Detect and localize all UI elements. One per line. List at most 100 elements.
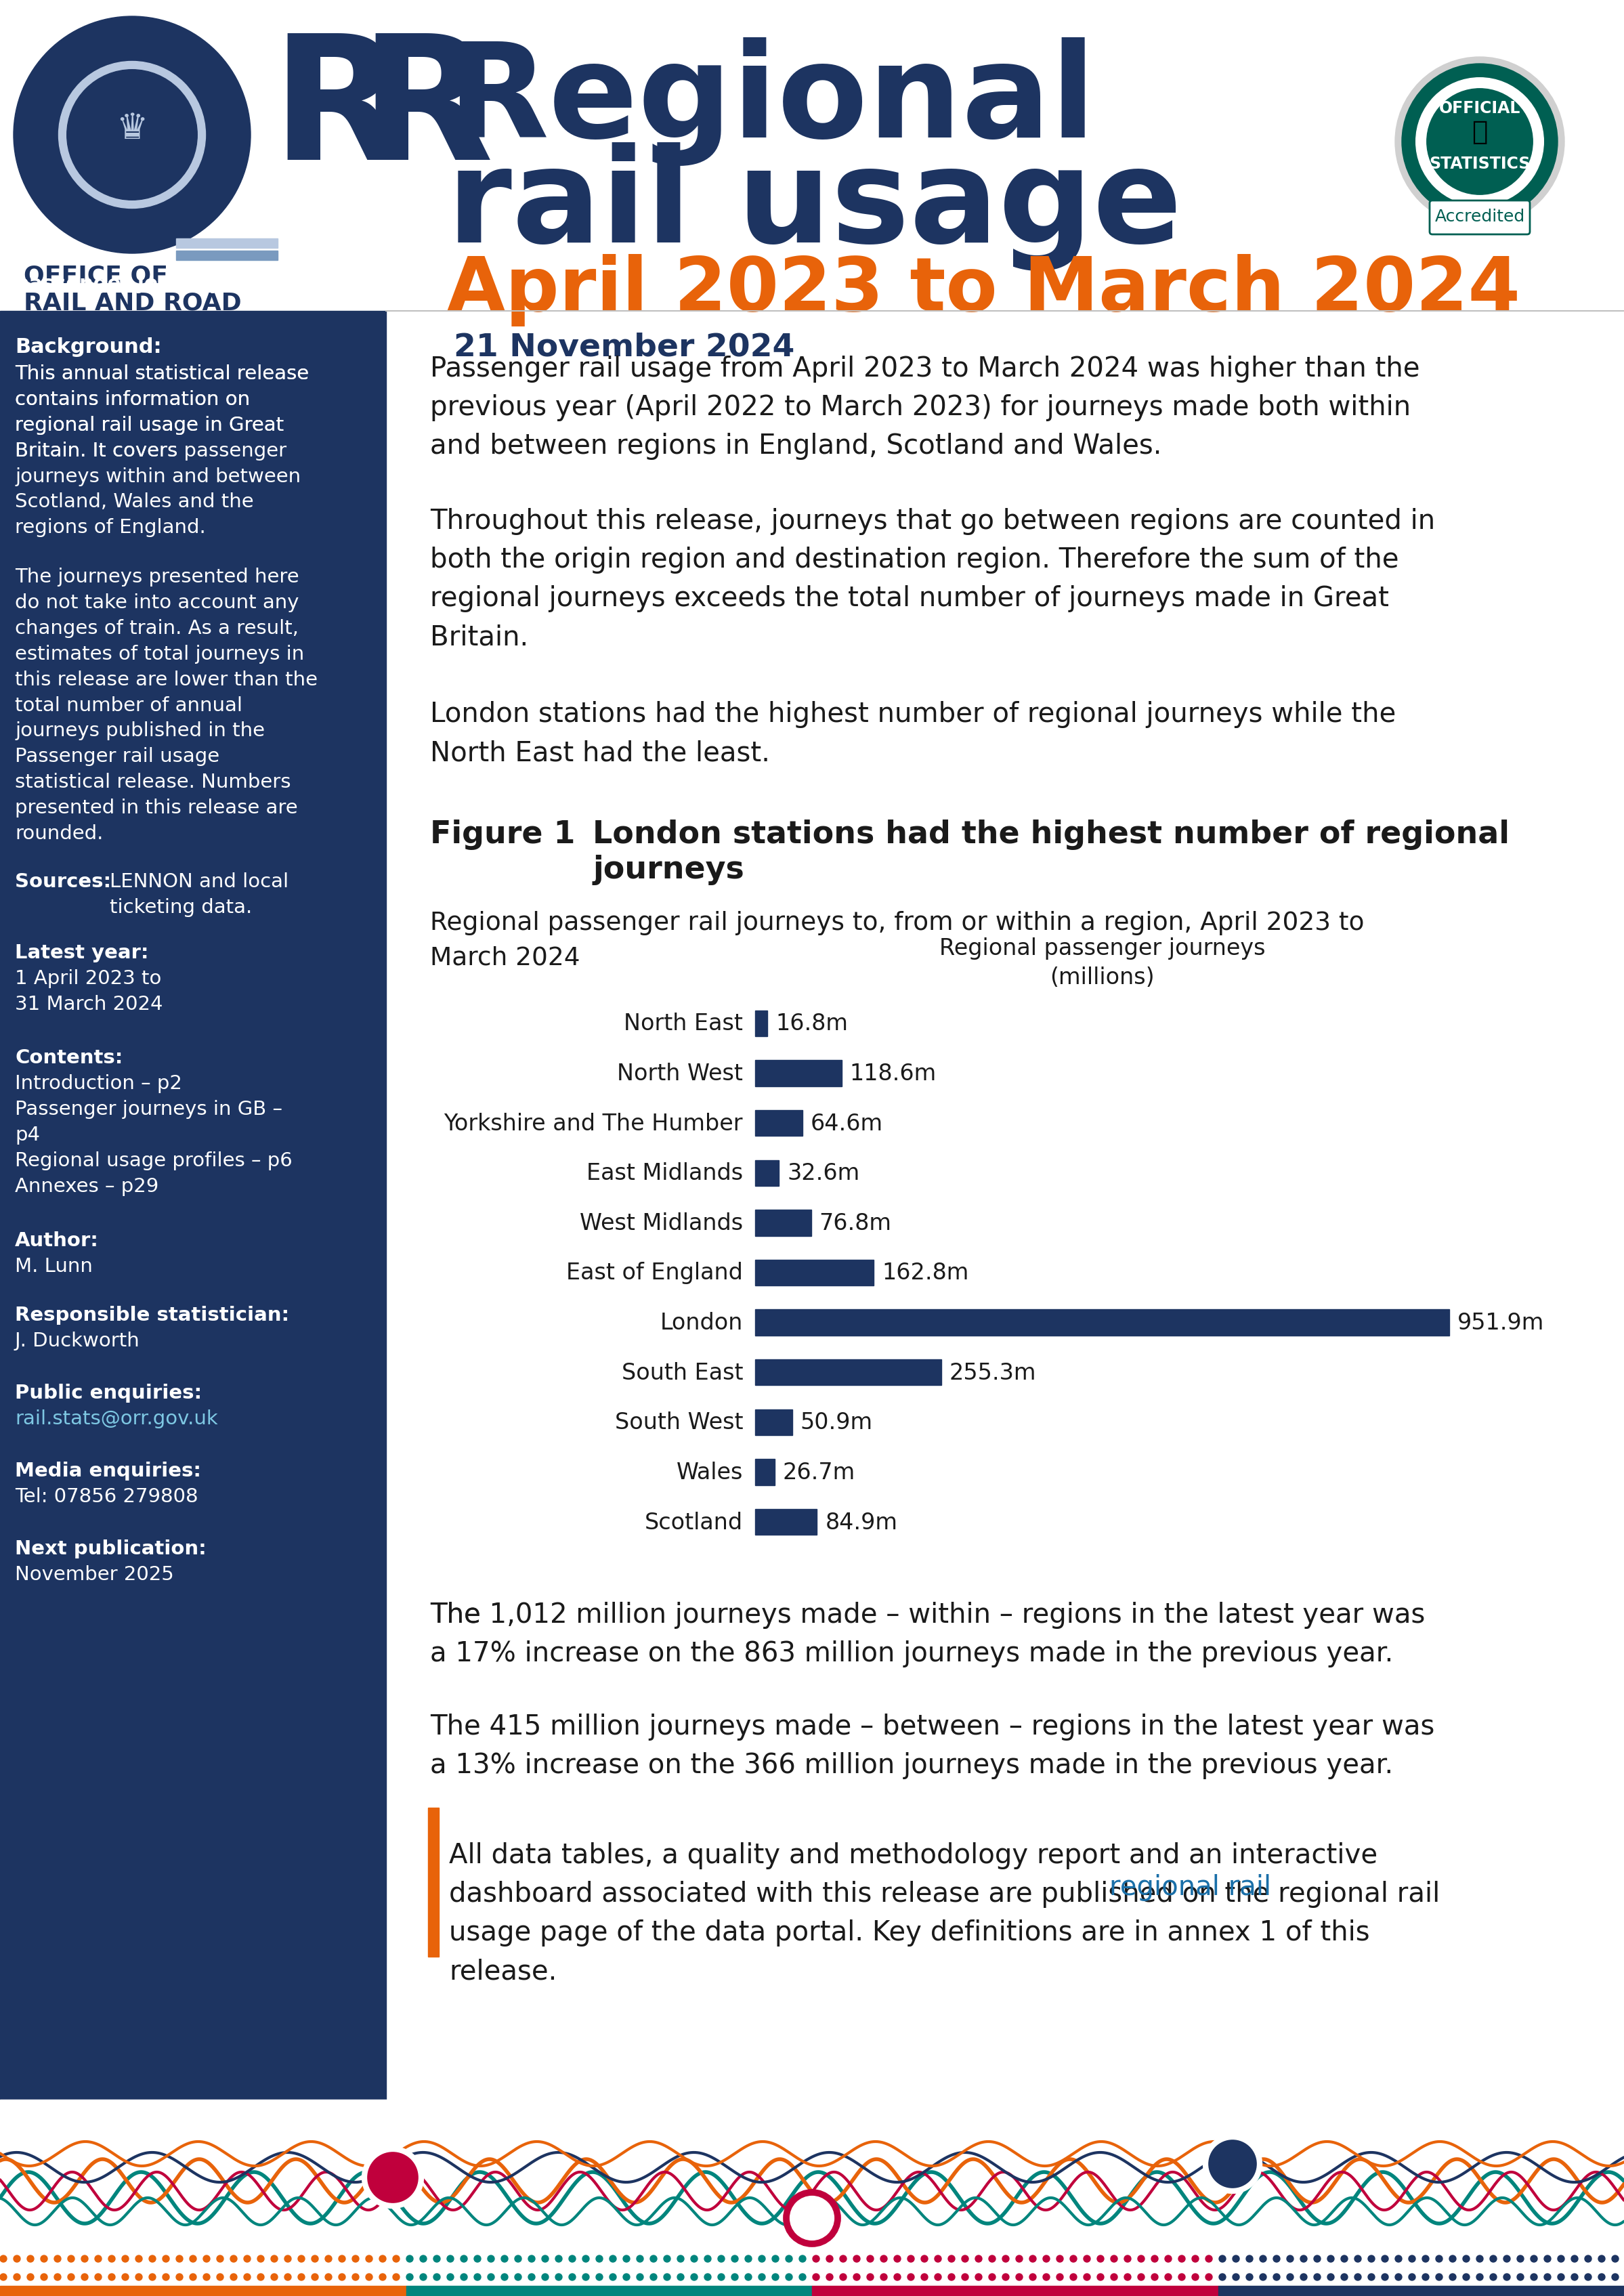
- Bar: [755, 1210, 810, 1235]
- Circle shape: [1164, 2255, 1171, 2262]
- Circle shape: [380, 2255, 387, 2262]
- Circle shape: [0, 2273, 6, 2280]
- Text: South East: South East: [622, 1362, 742, 1384]
- Circle shape: [1273, 2273, 1280, 2280]
- Circle shape: [1138, 2255, 1145, 2262]
- Circle shape: [434, 2255, 440, 2262]
- Circle shape: [1124, 2273, 1130, 2280]
- Text: 76.8m: 76.8m: [818, 1212, 892, 1235]
- Circle shape: [216, 2273, 224, 2280]
- Text: rail.stats@orr.gov.uk: rail.stats@orr.gov.uk: [15, 1410, 218, 1428]
- Circle shape: [771, 2273, 780, 2280]
- Text: November 2025: November 2025: [15, 1566, 174, 1584]
- Circle shape: [502, 2255, 508, 2262]
- Circle shape: [175, 2255, 184, 2262]
- Circle shape: [162, 2273, 169, 2280]
- Circle shape: [786, 2193, 838, 2243]
- Circle shape: [1030, 2255, 1036, 2262]
- Circle shape: [1416, 78, 1544, 207]
- Circle shape: [745, 2273, 752, 2280]
- Circle shape: [1192, 2255, 1199, 2262]
- Circle shape: [339, 2255, 346, 2262]
- Text: RAIL AND ROAD: RAIL AND ROAD: [24, 292, 242, 315]
- Circle shape: [421, 2273, 427, 2280]
- Circle shape: [555, 2255, 562, 2262]
- Circle shape: [461, 2273, 468, 2280]
- Circle shape: [624, 2273, 630, 2280]
- Circle shape: [1517, 2255, 1523, 2262]
- Circle shape: [68, 2255, 75, 2262]
- Circle shape: [1436, 2273, 1442, 2280]
- Circle shape: [364, 2149, 421, 2206]
- Circle shape: [312, 2255, 318, 2262]
- Circle shape: [568, 2273, 575, 2280]
- Circle shape: [948, 2273, 955, 2280]
- Circle shape: [1354, 2273, 1361, 2280]
- Text: West Midlands: West Midlands: [580, 1212, 742, 1235]
- Text: M. Lunn: M. Lunn: [15, 1256, 93, 1277]
- Circle shape: [1463, 2273, 1470, 2280]
- Circle shape: [1138, 2273, 1145, 2280]
- Circle shape: [1205, 2255, 1212, 2262]
- Text: Passenger rail usage from April 2023 to March 2024 was higher than the
previous : Passenger rail usage from April 2023 to …: [430, 356, 1419, 459]
- Circle shape: [1570, 2273, 1579, 2280]
- Text: Regional passenger journeys
(millions): Regional passenger journeys (millions): [939, 937, 1265, 990]
- Circle shape: [421, 2255, 427, 2262]
- Circle shape: [1179, 2273, 1186, 2280]
- Circle shape: [1570, 2255, 1579, 2262]
- Bar: [755, 1508, 817, 1536]
- Circle shape: [771, 2255, 780, 2262]
- Circle shape: [1427, 90, 1533, 195]
- Circle shape: [867, 2273, 874, 2280]
- Circle shape: [840, 2255, 846, 2262]
- Circle shape: [13, 2273, 21, 2280]
- Text: 1 April 2023 to
31 March 2024: 1 April 2023 to 31 March 2024: [15, 969, 162, 1013]
- Circle shape: [1504, 2255, 1510, 2262]
- Circle shape: [54, 2273, 62, 2280]
- Circle shape: [41, 2255, 47, 2262]
- Circle shape: [1273, 2255, 1280, 2262]
- Circle shape: [718, 2273, 724, 2280]
- Circle shape: [1544, 2255, 1551, 2262]
- Circle shape: [853, 2273, 861, 2280]
- Circle shape: [1002, 2273, 1009, 2280]
- Circle shape: [705, 2273, 711, 2280]
- Bar: [406, 2287, 812, 2296]
- Circle shape: [1408, 2255, 1416, 2262]
- Text: 32.6m: 32.6m: [788, 1162, 859, 1185]
- Text: journeys: journeys: [593, 854, 744, 884]
- Circle shape: [1301, 2273, 1307, 2280]
- Circle shape: [231, 2273, 237, 2280]
- FancyBboxPatch shape: [1429, 202, 1530, 234]
- Bar: [755, 1111, 802, 1137]
- Text: Scotland: Scotland: [645, 1511, 742, 1534]
- Circle shape: [244, 2273, 250, 2280]
- Circle shape: [1489, 2255, 1497, 2262]
- Circle shape: [948, 2255, 955, 2262]
- Circle shape: [1611, 2273, 1619, 2280]
- Circle shape: [705, 2255, 711, 2262]
- Circle shape: [677, 2273, 684, 2280]
- Text: The 1,012 million journeys made – within – regions in the latest year was
a 17% : The 1,012 million journeys made – within…: [430, 1600, 1426, 1667]
- Circle shape: [487, 2255, 494, 2262]
- Circle shape: [961, 2273, 968, 2280]
- Circle shape: [135, 2273, 143, 2280]
- Circle shape: [81, 2273, 88, 2280]
- Circle shape: [664, 2273, 671, 2280]
- Circle shape: [149, 2273, 156, 2280]
- Circle shape: [1057, 2255, 1064, 2262]
- Circle shape: [135, 2255, 143, 2262]
- Circle shape: [162, 2255, 169, 2262]
- Circle shape: [1557, 2273, 1564, 2280]
- Circle shape: [542, 2255, 549, 2262]
- Circle shape: [1611, 2255, 1619, 2262]
- Circle shape: [297, 2255, 305, 2262]
- Circle shape: [690, 2273, 698, 2280]
- Circle shape: [434, 2273, 440, 2280]
- Circle shape: [583, 2273, 590, 2280]
- Circle shape: [149, 2255, 156, 2262]
- Circle shape: [1205, 2138, 1260, 2190]
- Bar: [755, 1261, 874, 1286]
- Circle shape: [257, 2273, 265, 2280]
- Text: LENNON and local
ticketing data.: LENNON and local ticketing data.: [110, 872, 289, 916]
